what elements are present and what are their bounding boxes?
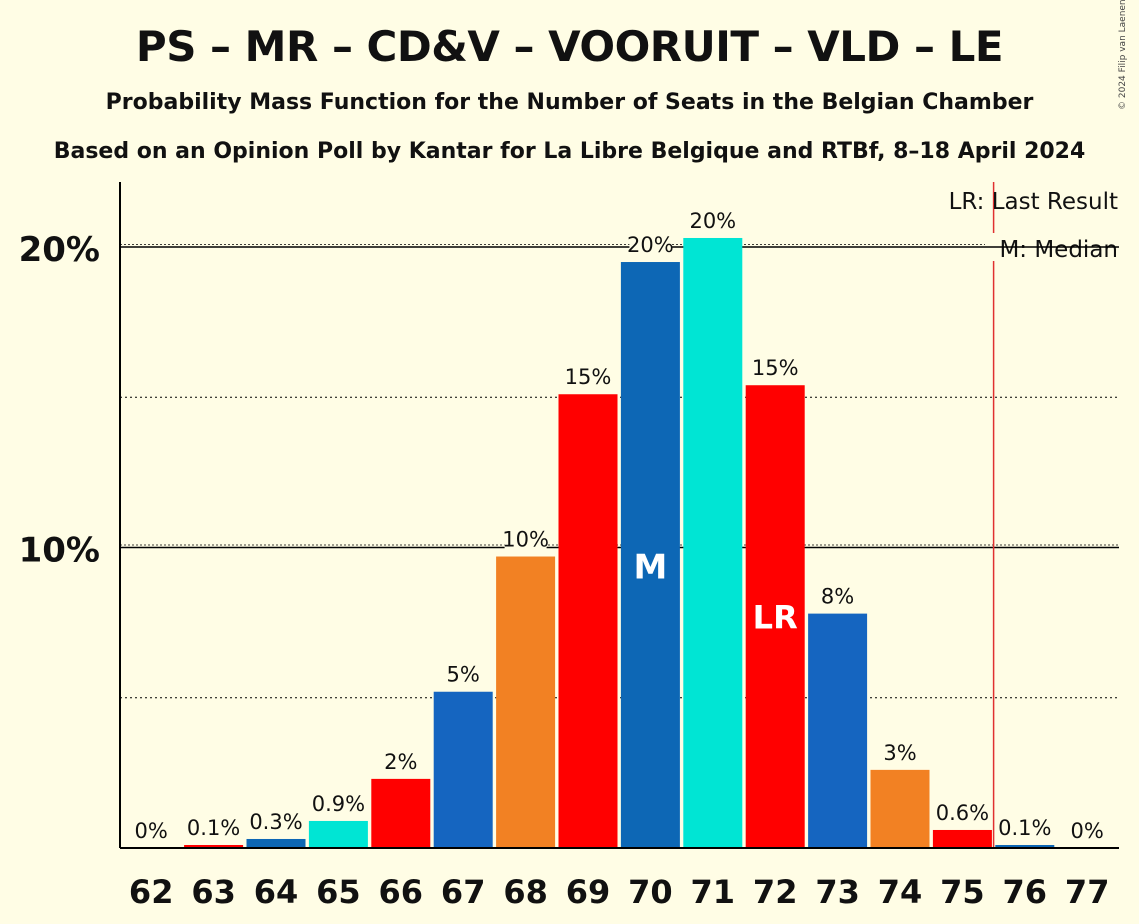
bar-value-label: 20% xyxy=(627,233,674,257)
y-tick-label: 20% xyxy=(19,230,100,270)
x-tick-label: 76 xyxy=(1003,873,1048,911)
chart-source-note: Based on an Opinion Poll by Kantar for L… xyxy=(53,139,1086,164)
x-tick-label: 70 xyxy=(628,873,673,911)
x-tick-label: 71 xyxy=(691,873,736,911)
y-tick-label: 10% xyxy=(19,531,100,571)
bar-seat-66 xyxy=(371,778,431,848)
x-tick-label: 64 xyxy=(254,873,299,911)
x-tick-label: 74 xyxy=(878,873,923,911)
chart-subtitle: Probability Mass Function for the Number… xyxy=(105,90,1034,115)
bar-seat-63 xyxy=(184,844,244,848)
bar-value-label: 0.3% xyxy=(249,810,302,834)
bar-value-label: 15% xyxy=(565,365,612,389)
bar-value-label: 20% xyxy=(689,209,736,233)
bar-seat-76 xyxy=(995,844,1055,848)
bar-label-bg xyxy=(136,816,167,844)
bar-label-bg xyxy=(935,797,990,826)
x-tick-label: 75 xyxy=(940,873,985,911)
bar-label-bg xyxy=(567,362,609,391)
x-tick-label: 69 xyxy=(566,873,611,911)
bar-value-label: 3% xyxy=(883,741,916,765)
last-result-marker: LR xyxy=(753,599,798,637)
bar-seat-74 xyxy=(870,769,930,848)
bars xyxy=(184,237,1055,849)
bar-label-bg xyxy=(822,581,853,610)
x-tick-label: 77 xyxy=(1065,873,1110,911)
bar-seat-75 xyxy=(932,829,992,848)
bar-seat-64 xyxy=(246,838,306,848)
bar-label-bg xyxy=(1072,816,1103,844)
bar-value-label: 0.9% xyxy=(312,792,365,816)
x-tick-label: 68 xyxy=(503,873,548,911)
bar-seat-68 xyxy=(496,556,556,848)
bar-seat-72 xyxy=(745,385,805,848)
bar-value-label: 15% xyxy=(752,356,799,380)
bar-seat-65 xyxy=(308,820,368,848)
bar-value-label: 0.1% xyxy=(998,816,1051,840)
gridlines xyxy=(120,244,1119,699)
x-tick-label: 67 xyxy=(441,873,486,911)
bar-seat-73 xyxy=(808,613,868,848)
legend-last-result: LR: Last Result xyxy=(949,189,1118,215)
x-tick-label: 66 xyxy=(379,873,424,911)
bar-label-bg xyxy=(249,806,303,835)
bar-label-bg xyxy=(311,788,366,817)
bar-value-label: 0.6% xyxy=(936,801,989,825)
bar-seat-71 xyxy=(683,237,743,849)
bar-label-bg xyxy=(186,812,241,841)
bar-label-bg xyxy=(885,737,915,766)
bar-seat-67 xyxy=(433,691,493,848)
bar-seat-69 xyxy=(558,394,618,848)
bar-label-bg xyxy=(629,230,672,259)
bar-label-bg xyxy=(691,205,734,234)
x-tick-label: 65 xyxy=(316,873,361,911)
bar-label-bg xyxy=(754,353,797,382)
bar-seat-70 xyxy=(620,262,680,848)
bar-value-label: 10% xyxy=(502,528,549,552)
chart-title: PS – MR – CD&V – VOORUIT – VLD – LE xyxy=(135,22,1004,71)
bar-label-bg xyxy=(385,746,416,775)
bar-label-bg xyxy=(504,524,547,553)
bar-label-bg xyxy=(448,659,479,688)
bar-value-label: 0% xyxy=(1071,819,1104,843)
x-tick-label: 73 xyxy=(815,873,860,911)
bar-value-label: 0% xyxy=(135,819,168,843)
x-tick-label: 72 xyxy=(753,873,798,911)
legend-median: M: Median xyxy=(999,237,1118,263)
median-marker: M xyxy=(633,548,667,588)
bar-value-label: 8% xyxy=(821,585,854,609)
bar-value-label: 5% xyxy=(447,663,480,687)
legend: LR: Last Result M: Median xyxy=(949,189,1119,263)
x-tick-label: 63 xyxy=(191,873,236,911)
bar-labels: 0% 0.1% 0.3% 0.9% 2% 5% 10% 15% 20% M 20% 15% LR 8% 3%… xyxy=(135,205,1104,844)
bar-label-bg xyxy=(997,812,1052,841)
x-tick-label: 62 xyxy=(129,873,174,911)
bar-value-label: 0.1% xyxy=(187,816,240,840)
bar-value-label: 2% xyxy=(384,750,417,774)
axes: 10% 20% 62 63 64 65 66 67 68 69 70 71 72 73 74 75 76 77 xyxy=(19,182,1119,911)
